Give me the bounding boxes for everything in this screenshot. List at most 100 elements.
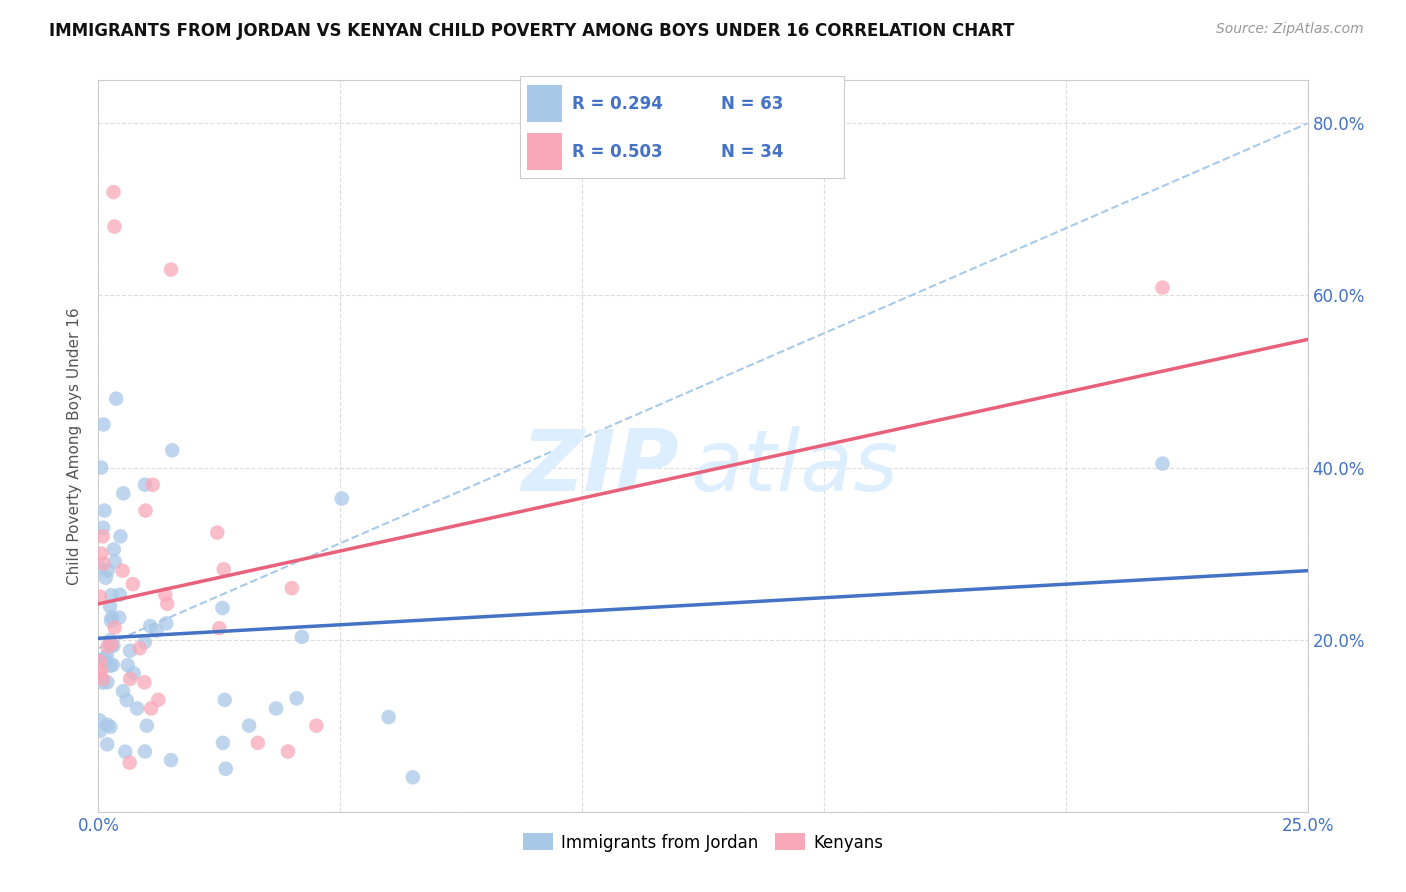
- Point: [277, 744, 299, 758]
- Point: [93, 417, 115, 432]
- Point: [89, 590, 111, 604]
- Point: [246, 736, 269, 750]
- Point: [89, 724, 111, 739]
- Point: [89, 666, 111, 681]
- Point: [103, 621, 125, 635]
- Text: ZIP: ZIP: [522, 426, 679, 509]
- Point: [91, 521, 114, 535]
- Point: [94, 571, 117, 585]
- Point: [212, 562, 235, 576]
- Point: [134, 477, 156, 491]
- Point: [160, 262, 183, 277]
- Point: [100, 637, 122, 651]
- Point: [94, 651, 117, 665]
- Text: R = 0.503: R = 0.503: [572, 143, 662, 161]
- Point: [98, 633, 121, 648]
- Point: [96, 737, 118, 751]
- Point: [155, 616, 177, 631]
- Point: [139, 619, 162, 633]
- Point: [100, 658, 122, 673]
- Point: [121, 577, 143, 591]
- Point: [1152, 457, 1174, 471]
- Point: [97, 564, 120, 578]
- Y-axis label: Child Poverty Among Boys Under 16: Child Poverty Among Boys Under 16: [67, 307, 83, 585]
- Point: [98, 599, 121, 614]
- Point: [118, 644, 141, 658]
- Point: [238, 719, 260, 733]
- Point: [90, 663, 112, 677]
- Point: [134, 744, 156, 758]
- Point: [91, 557, 114, 571]
- Point: [134, 675, 156, 690]
- Point: [91, 675, 114, 690]
- Point: [208, 621, 231, 635]
- Point: [142, 477, 165, 491]
- Point: [91, 672, 114, 686]
- Point: [139, 701, 162, 715]
- Point: [104, 555, 127, 569]
- Point: [135, 719, 157, 733]
- Point: [156, 597, 179, 611]
- Point: [98, 638, 121, 652]
- Point: [118, 756, 141, 770]
- Point: [134, 635, 156, 649]
- Point: [93, 503, 115, 517]
- Point: [91, 529, 114, 543]
- Point: [105, 392, 128, 406]
- Bar: [527, 133, 562, 170]
- Point: [162, 443, 184, 458]
- Point: [90, 460, 112, 475]
- Point: [281, 581, 304, 595]
- Point: [122, 666, 145, 681]
- Point: [402, 770, 425, 784]
- Legend: Immigrants from Jordan, Kenyans: Immigrants from Jordan, Kenyans: [516, 827, 890, 858]
- Point: [127, 701, 149, 715]
- Point: [111, 564, 134, 578]
- Text: Source: ZipAtlas.com: Source: ZipAtlas.com: [1216, 22, 1364, 37]
- Point: [103, 185, 125, 199]
- Point: [160, 753, 183, 767]
- Point: [212, 736, 235, 750]
- Point: [264, 701, 287, 715]
- Text: IMMIGRANTS FROM JORDAN VS KENYAN CHILD POVERTY AMONG BOYS UNDER 16 CORRELATION C: IMMIGRANTS FROM JORDAN VS KENYAN CHILD P…: [49, 22, 1015, 40]
- Point: [120, 672, 142, 686]
- Point: [108, 610, 131, 624]
- Point: [115, 693, 138, 707]
- Point: [93, 656, 115, 670]
- Point: [1152, 280, 1174, 294]
- Point: [112, 486, 135, 500]
- Point: [111, 684, 134, 698]
- Point: [96, 675, 118, 690]
- Bar: [527, 85, 562, 122]
- Point: [101, 657, 124, 672]
- Point: [101, 610, 124, 624]
- Point: [90, 547, 112, 561]
- Point: [103, 219, 125, 234]
- Point: [96, 648, 118, 663]
- Point: [145, 624, 167, 638]
- Point: [97, 640, 120, 654]
- Point: [89, 714, 111, 728]
- Point: [98, 720, 121, 734]
- Text: atlas: atlas: [690, 426, 898, 509]
- Point: [215, 762, 238, 776]
- Point: [148, 693, 170, 707]
- Point: [89, 561, 111, 575]
- Point: [305, 719, 328, 733]
- Point: [100, 588, 122, 602]
- Point: [108, 588, 131, 602]
- Point: [153, 588, 176, 602]
- Point: [207, 525, 229, 540]
- Point: [89, 654, 111, 668]
- Point: [89, 653, 111, 667]
- Point: [285, 691, 308, 706]
- Point: [330, 491, 353, 506]
- Point: [103, 639, 125, 653]
- Point: [100, 614, 122, 628]
- Point: [128, 641, 150, 656]
- Point: [117, 658, 139, 673]
- Point: [103, 542, 125, 557]
- Point: [110, 529, 132, 543]
- Text: R = 0.294: R = 0.294: [572, 95, 662, 112]
- Text: N = 34: N = 34: [721, 143, 783, 161]
